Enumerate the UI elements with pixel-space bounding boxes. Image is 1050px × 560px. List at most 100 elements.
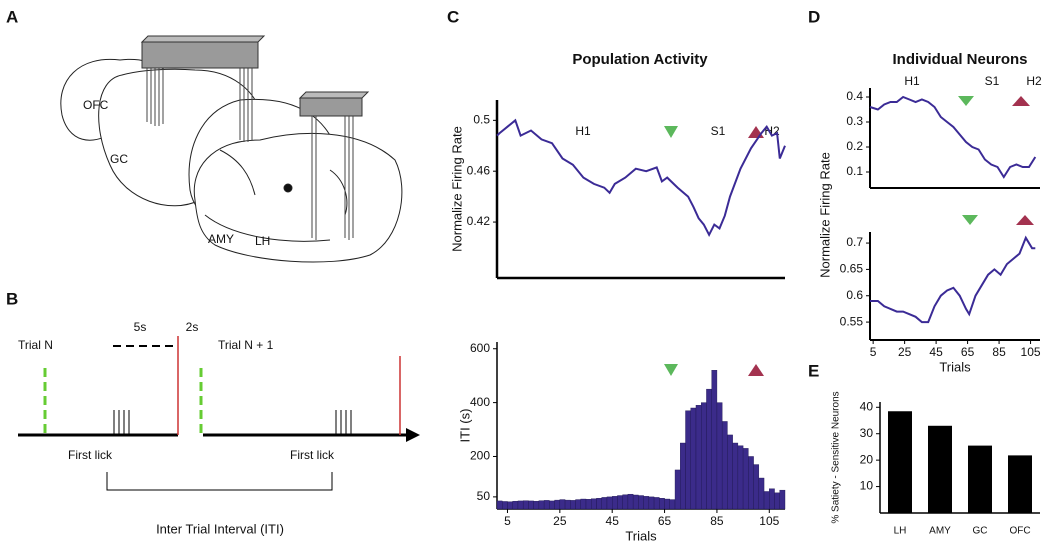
data-line	[869, 95, 1037, 179]
bar	[570, 500, 576, 510]
y-tick-label: 0.2	[846, 139, 863, 153]
bar	[517, 500, 524, 510]
bar	[522, 500, 529, 510]
bar	[716, 402, 723, 510]
bar	[496, 500, 503, 510]
x-tick-label: 65	[658, 514, 672, 528]
y-tick-label: 600	[470, 341, 490, 355]
bar	[512, 500, 519, 510]
y-tick-label: 0.5	[473, 113, 490, 127]
bar	[888, 411, 912, 513]
panel-label: E	[808, 361, 819, 380]
bar	[653, 497, 660, 510]
slice-detail	[219, 149, 256, 196]
marker-satiety	[664, 126, 678, 138]
bar	[502, 501, 508, 510]
bar	[638, 495, 644, 510]
bar	[575, 499, 581, 510]
x-tick-label: 105	[1021, 345, 1041, 359]
y-tick-label: 0.65	[840, 262, 864, 276]
y-tick-label: 400	[470, 395, 490, 409]
annotation: S1	[711, 124, 726, 138]
panel-label: A	[6, 7, 18, 26]
marker-rehunger	[748, 364, 764, 376]
panel-label: D	[808, 7, 820, 26]
y-tick-label: 40	[860, 399, 874, 413]
bar	[711, 370, 718, 510]
wires	[146, 68, 354, 240]
bar	[727, 434, 733, 510]
region-label: OFC	[83, 98, 109, 112]
x-tick-label: 45	[606, 514, 620, 528]
x-tick-label: 105	[759, 514, 779, 528]
bar	[559, 499, 566, 510]
bar	[659, 498, 665, 510]
trial-label: Trial N + 1	[218, 338, 274, 352]
slice-amy	[193, 132, 403, 263]
bar	[543, 500, 550, 510]
bar	[748, 456, 754, 510]
x-tick-label: GC	[973, 526, 988, 537]
x-axis-label: Trials	[625, 528, 657, 543]
annotation: H2	[1026, 74, 1042, 88]
y-tick-label: 30	[860, 426, 874, 440]
bar	[690, 407, 697, 510]
y-tick-label: 200	[470, 449, 490, 463]
annotation: H1	[575, 124, 591, 138]
x-tick-label: 25	[553, 514, 567, 528]
bar	[763, 491, 770, 510]
bar	[1008, 455, 1032, 513]
x-tick-label: OFC	[1009, 526, 1030, 537]
chart-title: Individual Neurons	[892, 51, 1027, 68]
marker-rehunger	[1016, 215, 1034, 225]
x-tick-label: 5	[870, 345, 877, 359]
x-tick-label: LH	[894, 526, 907, 537]
y-tick-label: 50	[477, 489, 491, 503]
y-axis-label: ITI (s)	[457, 409, 472, 443]
x-tick-label: 5	[504, 514, 511, 528]
bar	[549, 500, 555, 510]
bar	[968, 445, 992, 513]
bar	[669, 499, 676, 510]
y-axis-label: Normalize Firing Rate	[817, 152, 832, 278]
block	[299, 97, 363, 117]
marker-satiety	[958, 96, 974, 106]
bar	[612, 496, 618, 510]
bar	[585, 499, 592, 510]
bar	[769, 488, 775, 510]
timeline	[18, 336, 420, 491]
region-label: AMY	[208, 232, 234, 246]
chart-title: Population Activity	[572, 51, 708, 68]
block-top	[298, 91, 370, 99]
bar	[648, 496, 655, 510]
licks	[113, 410, 352, 435]
bar	[533, 500, 540, 510]
bar	[685, 410, 691, 510]
bar	[774, 492, 780, 510]
y-tick-label: 0.6	[846, 288, 863, 302]
marker-rehunger	[1012, 96, 1030, 106]
y-axis-label: Normalize Firing Rate	[449, 126, 464, 252]
slice-detail	[204, 214, 331, 242]
bar	[601, 497, 608, 510]
bar	[928, 425, 952, 513]
lick-label: First lick	[68, 448, 113, 462]
bar	[742, 448, 749, 510]
panel-label: C	[447, 7, 459, 26]
bar	[701, 402, 707, 510]
iti-label: Inter Trial Interval (ITI)	[156, 521, 284, 536]
bar	[680, 442, 686, 510]
bar	[507, 501, 513, 510]
bar	[580, 498, 587, 510]
bar	[695, 405, 702, 510]
iti-bracket	[106, 472, 333, 491]
bar	[596, 498, 602, 510]
y-tick-label: 0.3	[846, 114, 863, 128]
slice-detail	[283, 183, 293, 193]
bar	[554, 499, 561, 510]
y-tick-label: 0.1	[846, 164, 863, 178]
y-tick-label: 0.55	[840, 314, 864, 328]
electrode-array	[140, 35, 370, 240]
y-tick-label: 0.42	[467, 214, 491, 228]
